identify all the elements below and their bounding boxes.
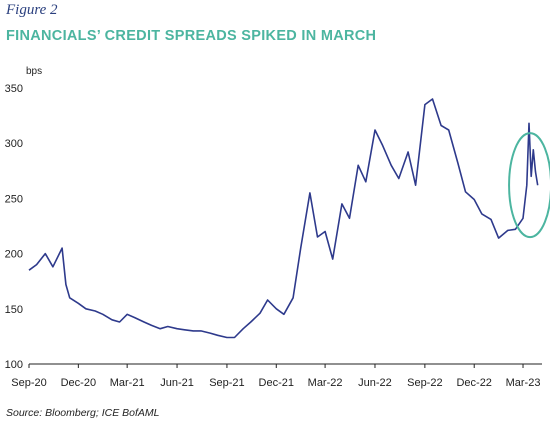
- x-tick-label: Sep-22: [407, 377, 442, 389]
- y-tick-label: 100: [5, 359, 23, 371]
- highlight-circle: [508, 132, 550, 239]
- x-axis: Sep-20 Dec-20 Mar-21 Jun-21 Sep-21 Dec-21 Mar-…: [11, 364, 540, 389]
- x-tick-label: Mar-22: [308, 377, 343, 389]
- x-tick-label: Dec-20: [61, 377, 96, 389]
- x-tick-label: Jun-22: [358, 377, 392, 389]
- x-tick-label: Jun-21: [160, 377, 194, 389]
- x-tick-label: Mar-23: [506, 377, 541, 389]
- x-tick-label: Dec-22: [456, 377, 491, 389]
- y-tick-label: 250: [5, 193, 23, 205]
- x-tick-label: Dec-21: [259, 377, 294, 389]
- series-line: [28, 98, 539, 339]
- x-tick-label: Mar-21: [110, 377, 145, 389]
- y-axis-unit: bps: [26, 66, 42, 77]
- y-tick-label: 300: [5, 138, 23, 150]
- x-tick-label: Sep-20: [11, 377, 46, 389]
- y-tick-label: 150: [5, 304, 23, 316]
- y-axis: 100 150 200 250 300 350: [5, 83, 23, 371]
- source-note: Source: Bloomberg; ICE BofAML: [6, 407, 160, 419]
- x-tick-label: Sep-21: [209, 377, 244, 389]
- chart-title: FINANCIALS’ CREDIT SPREADS SPIKED IN MAR…: [6, 28, 377, 44]
- y-tick-label: 200: [5, 249, 23, 261]
- y-tick-label: 350: [5, 83, 23, 95]
- figure-label: Figure 2: [6, 2, 58, 18]
